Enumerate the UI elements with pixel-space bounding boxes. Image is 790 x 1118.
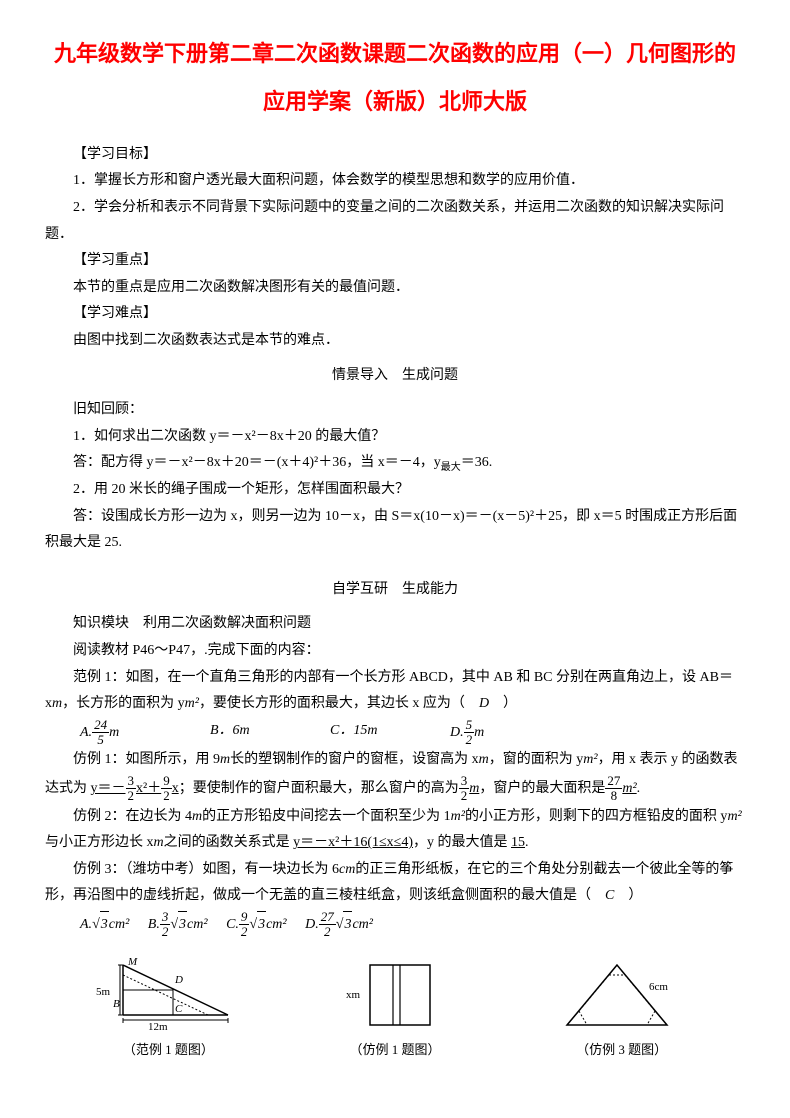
figure-2: xm （仿例 1 题图）	[340, 955, 450, 1063]
svg-text:12m: 12m	[148, 1021, 168, 1033]
figure-3-caption: （仿例 3 题图）	[576, 1038, 667, 1063]
answer-2: 答：设围成长方形一边为 x，则另一边为 10－x，由 S＝x(10－x)＝－(x…	[45, 504, 745, 557]
example-1-options: A.245m B．6m C．15m D.52m	[80, 718, 745, 748]
figures-row: M D B C 5m 12m （范例 1 题图） xm （仿例 1 题图）	[45, 955, 745, 1063]
example-1: 范例 1：如图，在一个直角三角形的内部有一个长方形 ABCD，其中 AB 和 B…	[45, 665, 745, 718]
answer-1: 答：配方得 y＝－x²－8x＋20＝－(x＋4)²＋36，当 x＝－4，y最大＝…	[45, 450, 745, 477]
self-study-heading: 自学互研 生成能力	[45, 577, 745, 604]
svg-text:xm: xm	[346, 989, 361, 1001]
svg-text:C: C	[175, 1003, 183, 1015]
similar-1: 仿例 1：如图所示，用 9m长的塑钢制作的窗户的窗框，设窗高为 xm，窗的面积为…	[45, 747, 745, 774]
similar-2-line2: 与小正方形边长 xm之间的函数关系式是 y＝－x²＋16(1≤x≤4)，y 的最…	[45, 830, 745, 857]
triangle-diagram: M D B C 5m 12m	[93, 955, 243, 1035]
difficult-text: 由图中找到二次函数表达式是本节的难点．	[45, 328, 745, 355]
triangle-box-diagram: 6cm	[547, 955, 697, 1035]
s3-option-a: A.3cm²	[80, 911, 129, 939]
keypoints-heading: 【学习重点】	[45, 248, 745, 275]
read-instruction: 阅读教材 P46～P47，.完成下面的内容：	[45, 638, 745, 665]
s3-option-d: D.2723cm²	[305, 910, 373, 940]
svg-text:6cm: 6cm	[649, 981, 668, 993]
svg-text:B: B	[113, 998, 120, 1010]
objectives-heading: 【学习目标】	[45, 142, 745, 169]
option-b: B．6m	[210, 718, 330, 748]
svg-text:D: D	[174, 974, 183, 986]
figure-1: M D B C 5m 12m （范例 1 题图）	[93, 955, 243, 1063]
difficult-heading: 【学习难点】	[45, 301, 745, 328]
figure-1-caption: （范例 1 题图）	[123, 1038, 214, 1063]
figure-2-caption: （仿例 1 题图）	[349, 1038, 440, 1063]
option-d: D.52m	[450, 718, 550, 748]
figure-3: 6cm （仿例 3 题图）	[547, 955, 697, 1063]
similar-1-line2: 达式为 y＝－32x²＋92x；要使制作的窗户面积最大，那么窗户的高为32m，窗…	[45, 774, 745, 804]
similar-2: 仿例 2：在边长为 4m的正方形铅皮中间挖去一个面积至少为 1m²的小正方形，则…	[45, 804, 745, 831]
window-diagram: xm	[340, 955, 450, 1035]
keypoints-text: 本节的重点是应用二次函数解决图形有关的最值问题．	[45, 275, 745, 302]
module-heading: 知识模块 利用二次函数解决面积问题	[45, 611, 745, 638]
s3-option-c: C.923cm²	[226, 910, 287, 940]
objective-1: 1．掌握长方形和窗户透光最大面积问题，体会数学的模型思想和数学的应用价值．	[45, 168, 745, 195]
question-1: 1．如何求出二次函数 y＝－x²－8x＋20 的最大值？	[45, 424, 745, 451]
similar-3: 仿例 3：（潍坊中考）如图，有一块边长为 6cm的正三角形纸板，在它的三个角处分…	[45, 857, 745, 910]
scenario-heading: 情景导入 生成问题	[45, 363, 745, 390]
svg-text:5m: 5m	[96, 986, 111, 998]
objective-2: 2．学会分析和表示不同背景下实际问题中的变量之间的二次函数关系，并运用二次函数的…	[45, 195, 745, 248]
option-c: C．15m	[330, 718, 450, 748]
option-a: A.245m	[80, 718, 210, 748]
review-label: 旧知回顾：	[45, 397, 745, 424]
question-2: 2．用 20 米长的绳子围成一个矩形，怎样围面积最大？	[45, 477, 745, 504]
s3-option-b: B.323cm²	[148, 910, 208, 940]
document-title: 九年级数学下册第二章二次函数课题二次函数的应用（一）几何图形的应用学案（新版）北…	[45, 30, 745, 127]
similar-3-options: A.3cm² B.323cm² C.923cm² D.2723cm²	[80, 910, 745, 940]
svg-text:M: M	[127, 956, 138, 968]
